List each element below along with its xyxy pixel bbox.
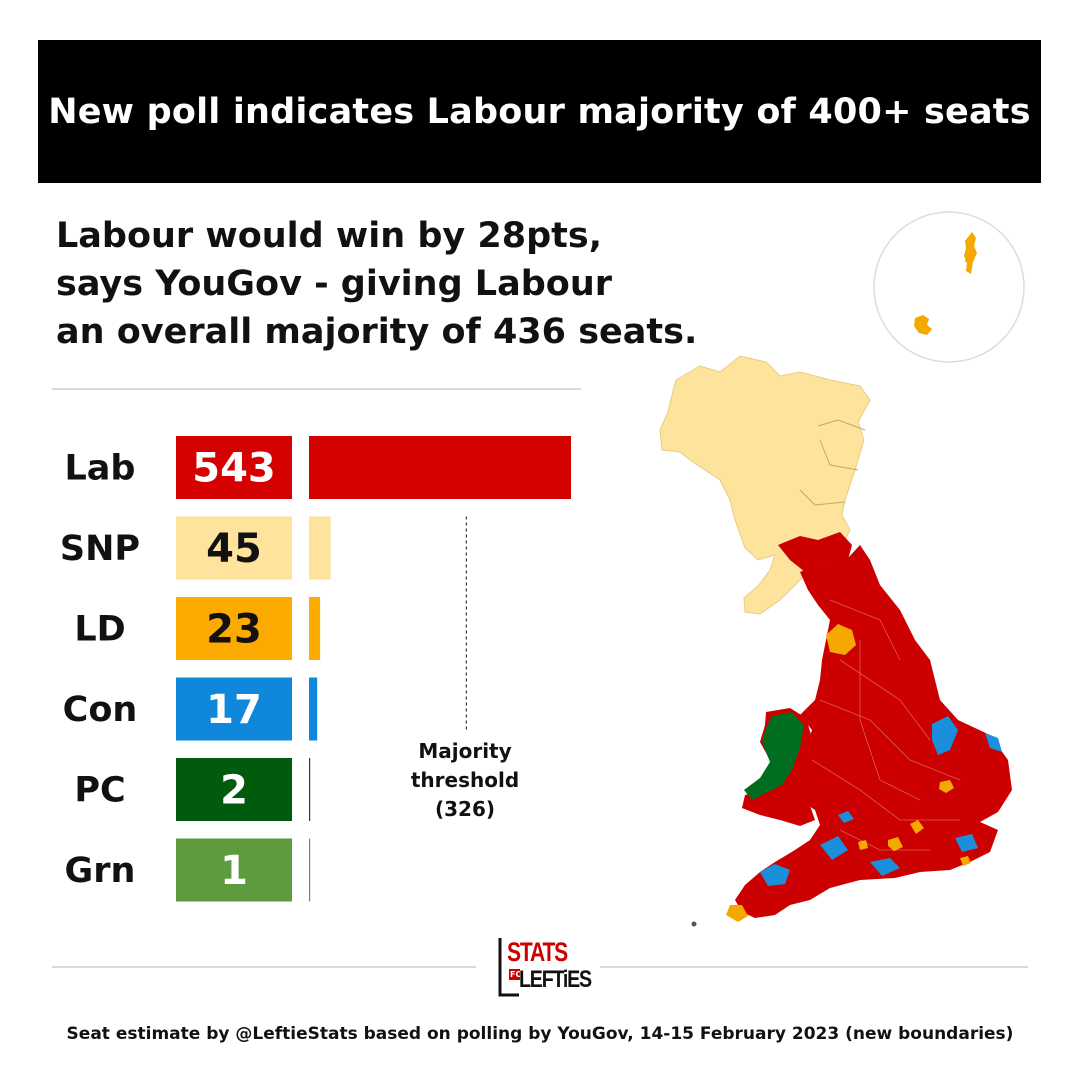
plaid-seats — [744, 712, 804, 800]
subtitle-line-3: an overall majority of 436 seats. — [56, 312, 698, 352]
bottom-divider-left — [52, 966, 476, 968]
party-label-grn: Grn — [65, 851, 136, 891]
northern-isles-ld-seats — [914, 232, 977, 335]
logo-stats-text: STATS — [507, 937, 568, 967]
constituency-map — [659, 211, 1025, 927]
bar-con — [309, 677, 318, 741]
value-box-ld — [176, 597, 292, 660]
logo-for-text: FOR — [509, 969, 529, 980]
value-box-snp — [176, 516, 292, 580]
value-label-con: 17 — [206, 687, 262, 733]
threshold-label-line-2: threshold — [410, 768, 520, 792]
constituency-borders — [811, 599, 961, 851]
party-label-pc: PC — [74, 771, 125, 811]
value-label-lab: 543 — [192, 446, 276, 492]
northern-isles-inset — [873, 211, 1025, 363]
stats-for-lefties-logo: STATS FOR LEFTiES — [497, 936, 592, 998]
party-label-con: Con — [63, 690, 138, 730]
value-box-con — [176, 677, 292, 741]
logo-frame — [498, 938, 519, 997]
bar-lab — [309, 436, 571, 499]
scotland-inner-lines — [799, 419, 866, 506]
seat-bar-chart: Lab 543 SNP 45 LD 23 Con 17 PC 2 Grn 1 — [60, 436, 571, 902]
subtitle-line-1: Labour would win by 28pts, — [56, 216, 603, 256]
bar-snp — [309, 516, 331, 580]
subtitle-line-2: says YouGov - giving Labour — [56, 264, 613, 304]
value-box-lab — [176, 436, 292, 499]
party-label-lab: Lab — [65, 449, 136, 489]
value-label-grn: 1 — [220, 848, 248, 894]
value-label-ld: 23 — [206, 607, 262, 653]
party-label-snp: SNP — [60, 529, 140, 569]
england-region — [735, 545, 1012, 918]
con-seats — [760, 716, 1002, 886]
bar-ld — [309, 597, 321, 660]
bar-grn — [309, 838, 311, 902]
page-title: New poll indicates Labour majority of 40… — [48, 91, 1031, 132]
logo-lefties-text: LEFTiES — [519, 966, 592, 993]
value-box-grn — [176, 838, 292, 902]
threshold-label-line-3: (326) — [434, 797, 496, 821]
bar-pc — [309, 758, 311, 821]
source-footer: Seat estimate by @LeftieStats based on p… — [66, 1024, 1014, 1044]
threshold-label-line-1: Majority — [418, 739, 512, 763]
bottom-divider-right — [600, 966, 1028, 968]
top-divider — [52, 388, 581, 390]
central-belt-lab — [778, 532, 852, 572]
subtitle: Labour would win by 28pts, says YouGov -… — [56, 212, 698, 356]
value-label-pc: 2 — [220, 768, 248, 814]
value-box-pc — [176, 758, 292, 821]
majority-threshold-label: Majority threshold (326) — [400, 737, 530, 824]
party-label-ld: LD — [74, 610, 125, 650]
header-banner: New poll indicates Labour majority of 40… — [38, 40, 1041, 183]
ld-seats-england — [726, 624, 971, 922]
scilly-isles — [691, 921, 697, 927]
value-label-snp: 45 — [206, 526, 262, 572]
